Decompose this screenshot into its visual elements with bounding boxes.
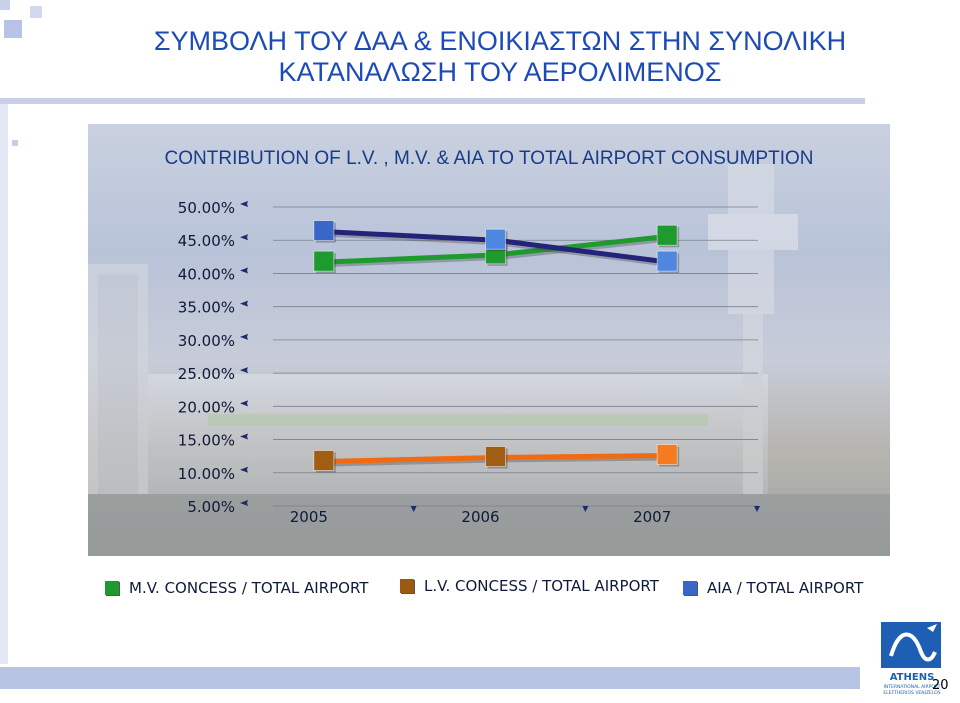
y-tick-label: 10.00% <box>178 465 235 483</box>
y-tick-arrow-icon <box>240 333 248 340</box>
series-mv <box>313 224 680 274</box>
y-tick-label: 35.00% <box>178 299 235 317</box>
data-point <box>656 444 678 465</box>
data-point <box>485 446 506 467</box>
y-tick-label: 15.00% <box>178 432 235 450</box>
x-tick-label: 2006 <box>461 508 499 526</box>
legend-item-aia: AIA / TOTAL AIRPORT <box>683 579 863 597</box>
y-tick-arrow-icon <box>240 300 248 307</box>
y-tick-label: 45.00% <box>178 232 235 250</box>
logo-plane-icon <box>927 624 937 632</box>
background-scenery <box>88 164 890 556</box>
y-tick-label: 5.00% <box>187 498 235 516</box>
y-tick-label: 50.00% <box>178 199 235 217</box>
header-bar-left <box>0 98 860 104</box>
slide-title-line2: ΚΑΤΑΝΑΛΩΣΗ ΤΟΥ ΑΕΡΟΛΙΜΕΝΟΣ <box>278 57 722 87</box>
logo-subtext-1: INTERNATIONAL AIRPORT <box>884 684 941 690</box>
legend-swatch-lv <box>400 579 414 593</box>
legend-label-mv: M.V. CONCESS / TOTAL AIRPORT <box>129 579 369 597</box>
footer-bar <box>0 667 860 689</box>
series-layer <box>313 220 680 473</box>
y-axis: 50.00% 45.00% 40.00% 35.00% 30.00% 25.00% 20.0… <box>178 199 248 516</box>
y-tick-label: 25.00% <box>178 365 235 383</box>
y-tick-arrow-icon <box>240 367 248 374</box>
x-tick-arrow-icon <box>754 506 760 512</box>
data-point <box>485 228 506 250</box>
side-square-1 <box>0 104 8 664</box>
chart-title: CONTRIBUTION OF L.V. , M.V. & AIA TO TOT… <box>165 148 814 169</box>
legend-swatch-mv <box>105 581 119 595</box>
series-aia <box>313 220 680 274</box>
x-tick-label: 2007 <box>633 508 671 526</box>
y-tick-arrow-icon <box>240 234 248 241</box>
side-square-2 <box>12 140 18 146</box>
chart-svg: CONTRIBUTION OF L.V. , M.V. & AIA TO TOT… <box>88 148 890 556</box>
athens-airport-logo: ATHENS INTERNATIONAL AIRPORT ELEFTHERIOS… <box>881 622 941 696</box>
legend-item-mv: M.V. CONCESS / TOTAL AIRPORT <box>105 579 368 597</box>
y-tick-arrow-icon <box>240 201 248 207</box>
data-point <box>656 224 678 246</box>
y-tick-arrow-icon <box>240 400 248 407</box>
legend-swatch-aia <box>683 581 697 595</box>
y-tick-arrow-icon <box>240 267 248 274</box>
data-point <box>313 220 335 241</box>
logo-alpha-icon <box>889 632 937 662</box>
corner-square-2 <box>4 20 22 38</box>
y-tick-arrow-icon <box>240 433 248 440</box>
legend-label-lv: L.V. CONCESS / TOTAL AIRPORT <box>424 577 659 595</box>
slide-title-line1: ΣΥΜΒΟΛΗ ΤΟΥ ΔΑΑ & ΕΝΟΙΚΙΑΣΤΩΝ ΣΤΗΝ ΣΥΝΟΛ… <box>153 26 847 56</box>
chart-panel: CONTRIBUTION OF L.V. , M.V. & AIA TO TOT… <box>88 124 890 556</box>
series-lv <box>313 444 680 473</box>
legend-label-aia: AIA / TOTAL AIRPORT <box>707 579 864 597</box>
y-tick-arrow-icon <box>240 466 248 473</box>
y-tick-label: 40.00% <box>178 265 235 283</box>
x-axis: 2005 2006 2007 <box>290 506 760 526</box>
slide-title: ΣΥΜΒΟΛΗ ΤΟΥ ΔΑΑ & ΕΝΟΙΚΙΑΣΤΩΝ ΣΤΗΝ ΣΥΝΟΛ… <box>150 26 850 88</box>
page-number: 20 <box>932 678 949 693</box>
data-point <box>313 450 335 471</box>
data-point <box>656 250 678 272</box>
logo-text: ATHENS <box>890 672 935 683</box>
data-point <box>313 250 335 272</box>
y-tick-label: 20.00% <box>178 398 235 416</box>
corner-square-1 <box>0 0 10 10</box>
corner-square-3 <box>30 6 42 18</box>
y-tick-label: 30.00% <box>178 332 235 350</box>
x-tick-arrow-icon <box>582 506 589 512</box>
x-tick-arrow-icon <box>410 506 417 512</box>
header-bar-right <box>847 98 865 104</box>
logo-subtext-2: ELEFTHERIOS VENIZELOS <box>883 690 940 696</box>
x-tick-label: 2005 <box>290 508 328 526</box>
legend-item-lv: L.V. CONCESS / TOTAL AIRPORT <box>400 577 659 595</box>
y-tick-arrow-icon <box>240 500 248 506</box>
